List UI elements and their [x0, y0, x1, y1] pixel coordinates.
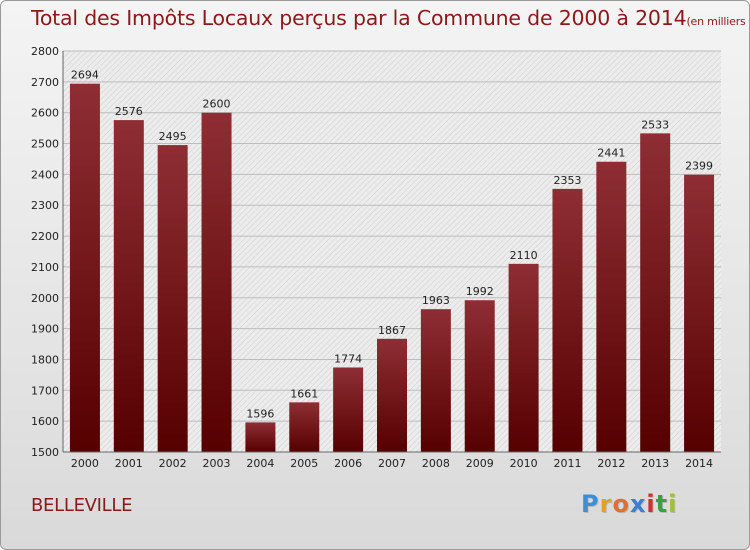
bars — [69, 83, 715, 453]
y-tick-label: 2300 — [31, 199, 59, 212]
x-tick-label-2003: 2003 — [203, 457, 231, 470]
proxiti-logo: Proxiti — [581, 490, 677, 518]
data-label-2002: 2495 — [159, 130, 187, 143]
chart-title-text: Total des Impôts Locaux perçus par la Co… — [31, 6, 687, 30]
data-label-2006: 1774 — [334, 352, 362, 365]
logo-letter: t — [655, 490, 669, 518]
x-tick-label-2014: 2014 — [685, 457, 713, 470]
x-tick-label-2002: 2002 — [159, 457, 187, 470]
bar-2007 — [377, 338, 407, 452]
bar-2010 — [508, 263, 539, 452]
data-labels: 2694 2576 2495 2600 1596 1661 1774 1867 1963 1992… — [71, 69, 713, 421]
data-label-2007: 1867 — [378, 324, 406, 337]
bar-2000 — [69, 83, 100, 452]
logo-letter: i — [668, 490, 678, 518]
x-tick-label-2011: 2011 — [553, 457, 581, 470]
y-tick-label: 2400 — [31, 168, 59, 181]
bar-2005 — [289, 402, 320, 452]
bar-2003 — [201, 112, 232, 452]
bar-2008 — [420, 309, 451, 452]
y-tick-label: 1600 — [31, 415, 59, 428]
chart-title: Total des Impôts Locaux perçus par la Co… — [31, 6, 749, 30]
x-tick-label-2008: 2008 — [422, 457, 450, 470]
y-tick-label: 2500 — [31, 138, 59, 151]
logo-letter: P — [581, 490, 600, 518]
data-label-2013: 2533 — [641, 118, 669, 131]
bar-2009 — [464, 300, 495, 452]
x-tick-label-2005: 2005 — [290, 457, 318, 470]
logo-letter: i — [646, 490, 656, 518]
x-tick-labels: 2000 2001 2002 2003 2004 2005 2006 2007 2008 2009… — [71, 457, 713, 470]
logo-letter: x — [629, 490, 647, 518]
data-label-2009: 1992 — [466, 285, 494, 298]
bar-2011 — [552, 188, 583, 452]
x-tick-label-2012: 2012 — [597, 457, 625, 470]
x-tick-label-2013: 2013 — [641, 457, 669, 470]
data-label-2003: 2600 — [203, 98, 231, 111]
bar-2001 — [113, 120, 144, 452]
x-tick-label-2007: 2007 — [378, 457, 406, 470]
data-label-2004: 1596 — [246, 407, 274, 420]
data-label-2011: 2353 — [553, 174, 581, 187]
x-tick-label-2006: 2006 — [334, 457, 362, 470]
y-tick-label: 1800 — [31, 353, 59, 366]
y-tick-label: 2600 — [31, 107, 59, 120]
y-tick-label: 2200 — [31, 230, 59, 243]
x-tick-label-2004: 2004 — [246, 457, 274, 470]
y-tick-label: 2000 — [31, 292, 59, 305]
data-label-2001: 2576 — [115, 105, 143, 118]
x-tick-label-2009: 2009 — [466, 457, 494, 470]
y-tick-label: 2700 — [31, 76, 59, 89]
axes — [62, 51, 721, 453]
chart-unit: (en milliers d'€) — [686, 15, 749, 28]
bar-2002 — [157, 145, 188, 453]
y-tick-label: 1900 — [31, 323, 59, 336]
data-label-2008: 1963 — [422, 294, 450, 307]
y-tick-label: 1700 — [31, 384, 59, 397]
y-tick-labels: 1500 1600 1700 1800 1900 2000 2100 2200 2300 2400… — [31, 45, 59, 459]
y-tick-label: 2100 — [31, 261, 59, 274]
logo-letter: r — [599, 490, 613, 518]
bar-2012 — [596, 161, 627, 453]
bar-2006 — [333, 367, 364, 452]
x-tick-label-2001: 2001 — [115, 457, 143, 470]
data-label-2010: 2110 — [510, 249, 538, 262]
data-label-2014: 2399 — [685, 160, 713, 173]
data-label-2012: 2441 — [597, 147, 625, 160]
bar-2014 — [684, 174, 715, 453]
x-tick-label-2010: 2010 — [510, 457, 538, 470]
y-tick-label: 2800 — [31, 45, 59, 58]
data-label-2000: 2694 — [71, 69, 99, 82]
bar-2004 — [245, 422, 276, 452]
y-tick-label: 1500 — [31, 446, 59, 459]
x-tick-label-2000: 2000 — [71, 457, 99, 470]
bar-2013 — [640, 133, 671, 452]
commune-name: BELLEVILLE — [31, 495, 133, 516]
data-label-2005: 1661 — [290, 387, 318, 400]
logo-letter: o — [612, 490, 630, 518]
